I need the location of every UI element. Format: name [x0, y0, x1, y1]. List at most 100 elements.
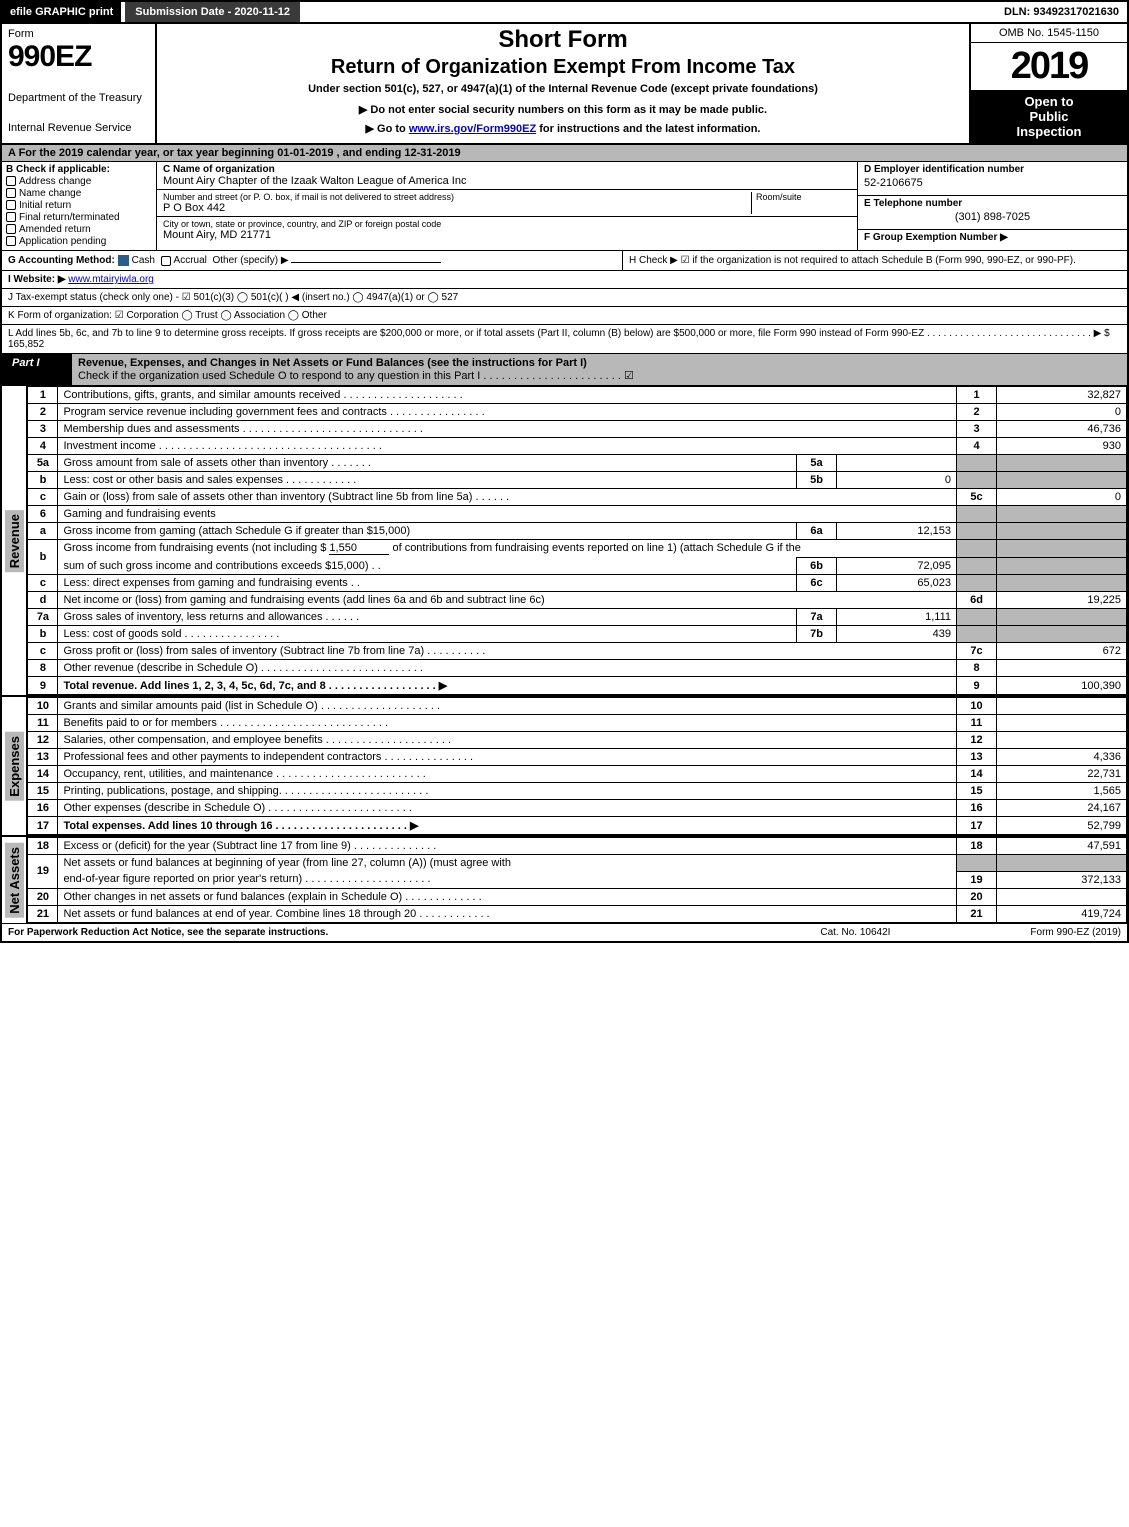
b-label: B Check if applicable:	[6, 164, 152, 175]
l6b-line1: Gross income from fundraising events (no…	[58, 540, 957, 558]
l16-desc: Other expenses (describe in Schedule O) …	[58, 800, 957, 817]
omb: OMB No. 1545-1150	[971, 24, 1127, 43]
l5c-desc: Gain or (loss) from sale of assets other…	[58, 489, 957, 506]
inspect3: Inspection	[975, 124, 1123, 139]
chk-address[interactable]	[6, 176, 16, 186]
l6b-sv: 72,095	[837, 558, 957, 575]
l7a-desc: Gross sales of inventory, less returns a…	[58, 609, 797, 626]
c-street-val: P O Box 442	[163, 202, 751, 214]
section-b: B Check if applicable: Address change Na…	[2, 162, 157, 250]
footer-1: For Paperwork Reduction Act Notice, see …	[8, 927, 328, 938]
d-val: 52-2106675	[858, 177, 1127, 193]
netassets-side: Net Assets	[2, 837, 27, 923]
expenses-section: Expenses 10Grants and similar amounts pa…	[2, 695, 1127, 835]
l5c-amt: 0	[997, 489, 1127, 506]
l2-desc: Program service revenue including govern…	[58, 404, 957, 421]
inspect1: Open to	[975, 94, 1123, 109]
form-page: efile GRAPHIC print Submission Date - 20…	[0, 0, 1129, 943]
form-number: 990EZ	[8, 40, 149, 74]
b-opt-4: Amended return	[6, 224, 152, 235]
section-f: F Group Exemption Number ▶	[858, 230, 1127, 245]
l6b-line2: sum of such gross income and contributio…	[58, 558, 797, 575]
l19-amt: 372,133	[997, 871, 1127, 888]
sub3a: ▶ Go to	[366, 123, 409, 135]
d-label: D Employer identification number	[858, 162, 1127, 177]
g-label: G Accounting Method:	[8, 255, 115, 266]
e-label: E Telephone number	[858, 196, 1127, 211]
chk-pending[interactable]	[6, 236, 16, 246]
l6b1: Gross income from fundraising events (no…	[63, 542, 329, 554]
l7c-amt: 672	[997, 643, 1127, 660]
b-opt-3: Final return/terminated	[6, 212, 152, 223]
section-g: G Accounting Method: Cash Accrual Other …	[2, 251, 622, 270]
tax-year: 2019	[971, 43, 1127, 90]
period-line: A For the 2019 calendar year, or tax yea…	[2, 145, 1127, 162]
section-e: E Telephone number (301) 898-7025	[858, 196, 1127, 230]
netassets-section: Net Assets 18Excess or (deficit) for the…	[2, 835, 1127, 923]
l20-desc: Other changes in net assets or fund bala…	[58, 888, 957, 905]
header-right: OMB No. 1545-1150 2019 Open to Public In…	[969, 24, 1127, 143]
l16-amt: 24,167	[997, 800, 1127, 817]
expenses-table: 10Grants and similar amounts paid (list …	[27, 697, 1127, 835]
l8-desc: Other revenue (describe in Schedule O) .…	[58, 660, 957, 677]
l6b2: of contributions from fundraising events…	[389, 542, 801, 554]
revenue-label: Revenue	[5, 510, 24, 572]
section-i: I Website: ▶ www.mtairyiwla.org	[2, 271, 1127, 289]
b-opt-5-text: Application pending	[19, 236, 106, 247]
topbar: efile GRAPHIC print Submission Date - 20…	[2, 2, 1127, 24]
c-city-val: Mount Airy, MD 21771	[163, 229, 851, 241]
l1-amt: 32,827	[997, 387, 1127, 404]
header-mid: Short Form Return of Organization Exempt…	[157, 24, 969, 143]
l12-amt	[997, 732, 1127, 749]
chk-initial[interactable]	[6, 200, 16, 210]
l18-desc: Excess or (deficit) for the year (Subtra…	[58, 838, 957, 855]
l6a-sub: 6a	[797, 523, 837, 540]
section-h: H Check ▶ ☑ if the organization is not r…	[622, 251, 1127, 270]
chk-final[interactable]	[6, 212, 16, 222]
chk-name[interactable]	[6, 188, 16, 198]
l14-amt: 22,731	[997, 766, 1127, 783]
l19a-desc: Net assets or fund balances at beginning…	[58, 855, 957, 872]
g-other-line	[291, 262, 441, 263]
c-name-block: C Name of organization Mount Airy Chapte…	[157, 162, 857, 190]
l6c-sub: 6c	[797, 575, 837, 592]
l5b-desc: Less: cost or other basis and sales expe…	[58, 472, 797, 489]
b-opt-2-text: Initial return	[19, 200, 71, 211]
revenue-table: 1Contributions, gifts, grants, and simil…	[27, 386, 1127, 695]
expenses-label: Expenses	[5, 732, 24, 801]
l14-desc: Occupancy, rent, utilities, and maintena…	[58, 766, 957, 783]
section-def: D Employer identification number 52-2106…	[857, 162, 1127, 250]
l5a-sub: 5a	[797, 455, 837, 472]
chk-cash[interactable]	[118, 255, 129, 266]
b-opt-3-text: Final return/terminated	[19, 212, 120, 223]
l6c-desc: Less: direct expenses from gaming and fu…	[58, 575, 797, 592]
c-name-label: C Name of organization	[163, 164, 851, 175]
revenue-section: Revenue 1Contributions, gifts, grants, a…	[2, 386, 1127, 695]
irs-link[interactable]: www.irs.gov/Form990EZ	[409, 123, 536, 135]
header: Form 990EZ Department of the Treasury In…	[2, 24, 1127, 145]
l5a-desc: Gross amount from sale of assets other t…	[58, 455, 797, 472]
l6-desc: Gaming and fundraising events	[58, 506, 957, 523]
footer-2: Cat. No. 10642I	[820, 927, 890, 938]
l6a-sv: 12,153	[837, 523, 957, 540]
l17-amt: 52,799	[997, 817, 1127, 835]
revenue-side: Revenue	[2, 386, 27, 695]
part1-header: Part I Revenue, Expenses, and Changes in…	[2, 354, 1127, 386]
section-c: C Name of organization Mount Airy Chapte…	[157, 162, 857, 250]
c-street-label: Number and street (or P. O. box, if mail…	[163, 192, 751, 202]
l7b-sv: 439	[837, 626, 957, 643]
b-opt-0-text: Address change	[19, 176, 91, 187]
chk-accrual[interactable]	[161, 256, 171, 266]
sub3: ▶ Go to www.irs.gov/Form990EZ for instru…	[165, 122, 961, 135]
b-opt-4-text: Amended return	[19, 224, 91, 235]
submission-date: Submission Date - 2020-11-12	[125, 2, 300, 22]
l9-desc-b: Total revenue. Add lines 1, 2, 3, 4, 5c,…	[63, 680, 447, 692]
dln-label: DLN: 93492317021630	[996, 2, 1127, 22]
l10-amt	[997, 698, 1127, 715]
shortform-title: Short Form	[165, 26, 961, 54]
website-link[interactable]: www.mtairyiwla.org	[68, 274, 154, 285]
chk-amended[interactable]	[6, 224, 16, 234]
l6b-ins: 1,550	[329, 542, 389, 555]
part1-title: Revenue, Expenses, and Changes in Net As…	[72, 354, 1127, 385]
g-other: Other (specify) ▶	[212, 255, 288, 266]
